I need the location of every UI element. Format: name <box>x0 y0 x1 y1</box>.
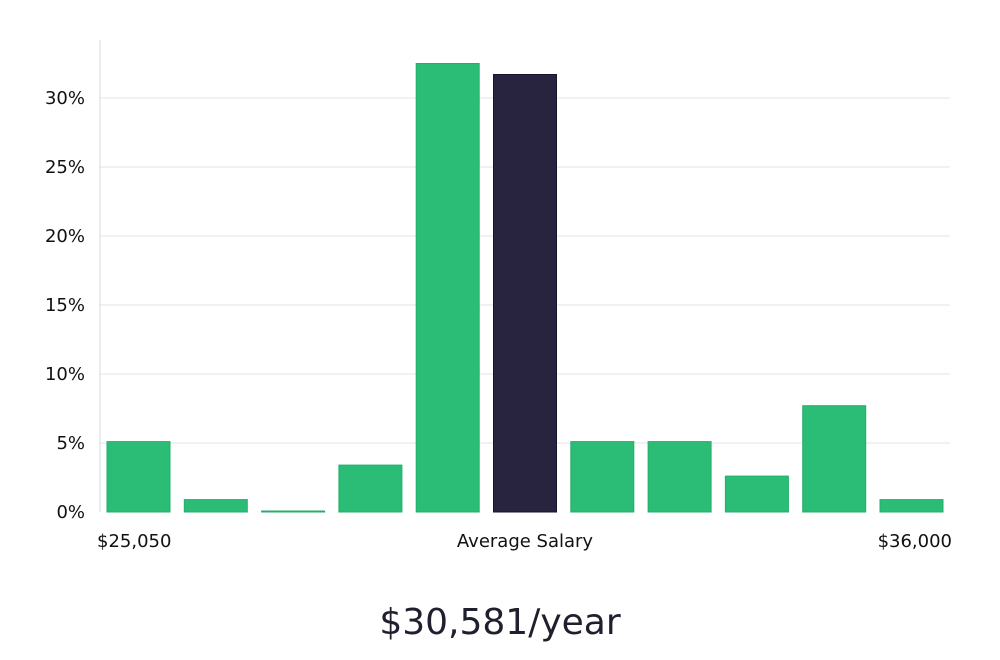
bar <box>415 63 480 513</box>
bar <box>570 441 635 513</box>
y-tick-label: 20% <box>45 226 85 247</box>
y-tick-label: 25% <box>45 157 85 178</box>
x-label-min: $25,050 <box>97 531 171 552</box>
y-tick-label: 15% <box>45 295 85 316</box>
y-tick-label: 10% <box>45 364 85 385</box>
average-salary-headline: $30,581/year <box>379 602 621 643</box>
bars <box>106 63 944 513</box>
bar <box>724 475 789 513</box>
bar-average-salary <box>493 74 557 513</box>
y-tick-label: 30% <box>45 88 85 109</box>
bar <box>261 510 326 513</box>
x-label-max: $36,000 <box>878 531 952 552</box>
y-tick-label: 5% <box>56 433 85 454</box>
bar <box>338 464 403 513</box>
bar <box>879 499 944 513</box>
x-label-average: Average Salary <box>457 531 594 552</box>
bar <box>802 405 867 513</box>
bar <box>106 441 171 513</box>
y-tick-labels: 0% 5% 10% 15% 20% 25% 30% <box>45 88 85 523</box>
y-tick-label: 0% <box>56 502 85 523</box>
bar <box>647 441 712 513</box>
bar <box>183 499 248 513</box>
